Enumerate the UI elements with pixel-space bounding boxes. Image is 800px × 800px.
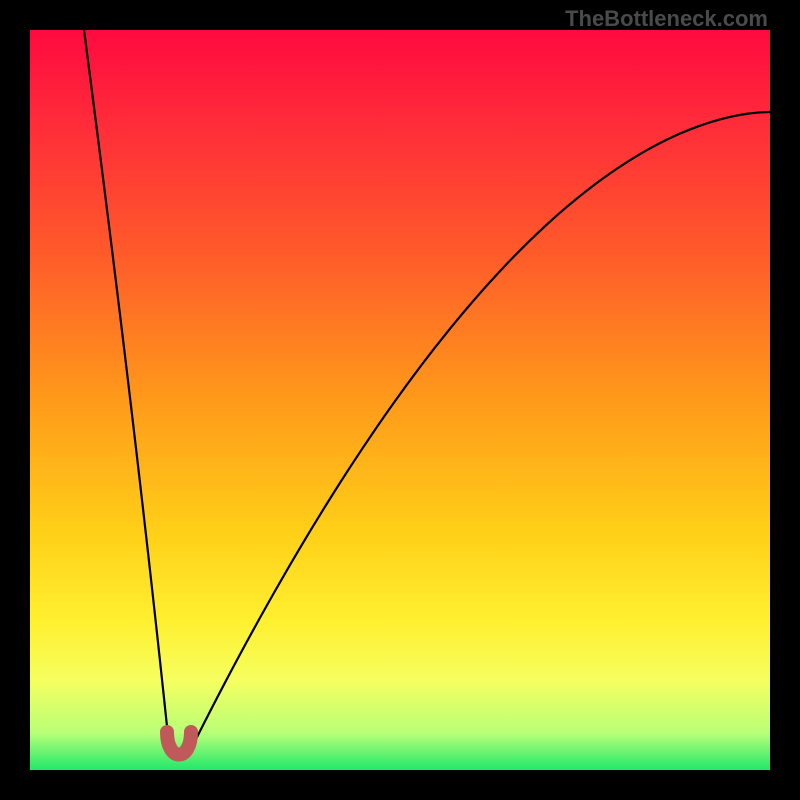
curve-layer: [0, 0, 800, 800]
curve-group: [84, 30, 770, 755]
